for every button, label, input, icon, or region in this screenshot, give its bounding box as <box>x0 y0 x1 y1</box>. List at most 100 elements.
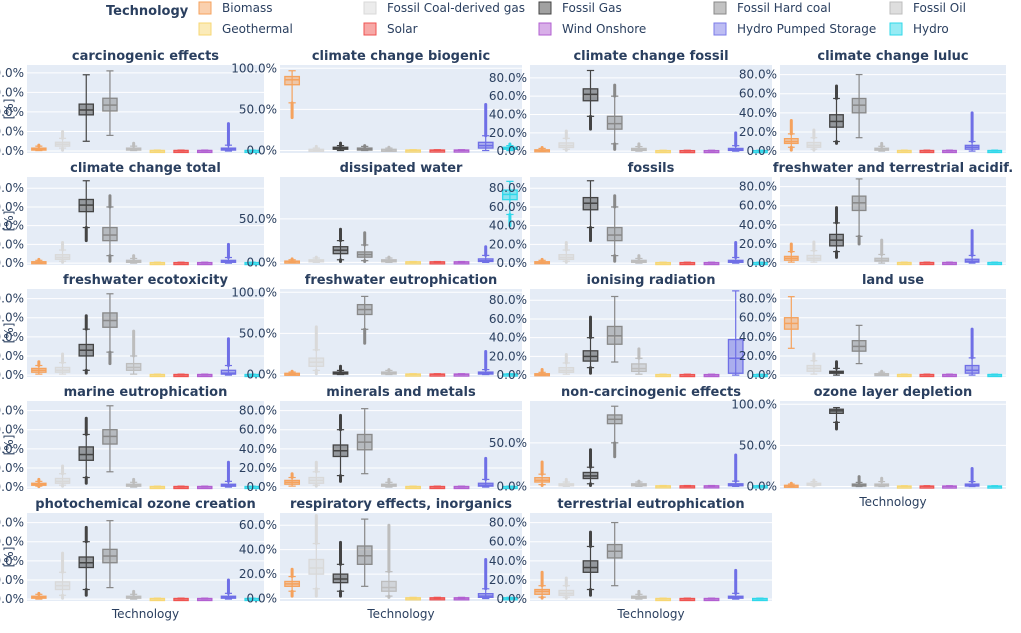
box-biomass[interactable] <box>783 296 799 349</box>
box-fossil-gas[interactable] <box>332 540 349 598</box>
box-geothermal[interactable] <box>405 485 422 490</box>
box-wind-onshore[interactable] <box>942 261 957 266</box>
box-geothermal[interactable] <box>896 261 912 266</box>
box-wind-onshore[interactable] <box>453 485 470 490</box>
box-hydro[interactable] <box>751 149 768 154</box>
box-hydro[interactable] <box>501 180 518 228</box>
box-hydro-pumped-storage[interactable] <box>220 578 237 600</box>
box-fossil-gas[interactable] <box>332 413 349 483</box>
box-geothermal[interactable] <box>655 149 672 154</box>
box-hydro-pumped-storage[interactable] <box>477 102 494 152</box>
box-hydro[interactable] <box>501 142 518 152</box>
box-wind-onshore[interactable] <box>703 373 720 378</box>
box-fossil-coal-derived-gas[interactable] <box>558 477 575 487</box>
box-fossil-gas[interactable] <box>78 416 95 485</box>
box-solar[interactable] <box>919 373 935 378</box>
box-fossil-coal-derived-gas[interactable] <box>558 241 575 264</box>
box-fossil-gas[interactable] <box>582 69 599 131</box>
box-hydro-pumped-storage[interactable] <box>964 229 980 264</box>
box-solar[interactable] <box>919 485 935 489</box>
box-fossil-hard-coal[interactable] <box>356 144 373 152</box>
box-wind-onshore[interactable] <box>196 261 213 266</box>
box-hydro-pumped-storage[interactable] <box>727 568 744 600</box>
box-biomass[interactable] <box>31 360 47 375</box>
box-hydro-pumped-storage[interactable] <box>477 350 494 376</box>
box-fossil-gas[interactable] <box>582 530 599 597</box>
box-wind-onshore[interactable] <box>942 149 957 154</box>
legend-item[interactable]: Fossil Gas <box>538 1 622 15</box>
box-fossil-oil[interactable] <box>630 589 647 600</box>
box-solar[interactable] <box>173 261 189 266</box>
box-fossil-hard-coal[interactable] <box>356 295 373 345</box>
box-wind-onshore[interactable] <box>703 149 720 154</box>
box-fossil-gas[interactable] <box>332 364 349 376</box>
box-hydro[interactable] <box>987 373 1003 378</box>
box-fossil-oil[interactable] <box>380 523 397 599</box>
box-fossil-coal-derived-gas[interactable] <box>308 460 325 488</box>
box-solar[interactable] <box>173 485 189 490</box>
box-fossil-coal-derived-gas[interactable] <box>308 325 325 376</box>
box-geothermal[interactable] <box>896 373 912 378</box>
box-biomass[interactable] <box>534 570 551 600</box>
box-wind-onshore[interactable] <box>196 149 213 154</box>
box-wind-onshore[interactable] <box>453 373 470 377</box>
box-fossil-coal-derived-gas[interactable] <box>806 240 822 263</box>
box-wind-onshore[interactable] <box>453 149 470 153</box>
box-geothermal[interactable] <box>405 260 422 265</box>
box-fossil-coal-derived-gas[interactable] <box>558 576 575 600</box>
box-fossil-gas[interactable] <box>582 315 599 375</box>
legend-item[interactable]: Fossil Oil <box>889 1 966 15</box>
box-hydro-pumped-storage[interactable] <box>964 111 980 152</box>
box-fossil-gas[interactable] <box>78 525 95 597</box>
legend-item[interactable]: Fossil Hard coal <box>713 1 831 15</box>
box-wind-onshore[interactable] <box>196 373 213 378</box>
box-biomass[interactable] <box>284 257 301 264</box>
box-hydro-pumped-storage[interactable] <box>727 131 744 152</box>
box-solar[interactable] <box>173 373 189 378</box>
box-fossil-hard-coal[interactable] <box>356 518 373 587</box>
box-fossil-coal-derived-gas[interactable] <box>308 255 325 263</box>
box-wind-onshore[interactable] <box>703 261 720 266</box>
box-solar[interactable] <box>429 373 446 377</box>
box-fossil-gas[interactable] <box>332 141 349 152</box>
box-fossil-oil[interactable] <box>630 347 647 375</box>
box-fossil-oil[interactable] <box>874 141 890 152</box>
box-hydro-pumped-storage[interactable] <box>477 245 494 263</box>
box-hydro[interactable] <box>244 373 260 378</box>
legend-item[interactable]: Fossil Coal-derived gas <box>363 1 525 15</box>
box-wind-onshore[interactable] <box>196 597 213 602</box>
box-fossil-gas[interactable] <box>582 448 599 488</box>
box-wind-onshore[interactable] <box>196 485 213 490</box>
box-geothermal[interactable] <box>655 261 672 266</box>
box-fossil-oil[interactable] <box>630 254 647 264</box>
box-fossil-hard-coal[interactable] <box>606 83 623 151</box>
box-fossil-oil[interactable] <box>874 238 890 264</box>
legend-item[interactable]: Geothermal <box>198 22 293 36</box>
box-wind-onshore[interactable] <box>453 260 470 265</box>
box-solar[interactable] <box>679 149 696 154</box>
box-solar[interactable] <box>173 149 189 154</box>
box-fossil-hard-coal[interactable] <box>356 231 373 264</box>
box-fossil-gas[interactable] <box>332 227 349 264</box>
box-hydro[interactable] <box>501 596 518 601</box>
box-hydro[interactable] <box>244 261 260 266</box>
box-solar[interactable] <box>919 149 935 154</box>
box-fossil-hard-coal[interactable] <box>851 178 867 246</box>
box-geothermal[interactable] <box>896 149 912 154</box>
box-geothermal[interactable] <box>149 597 166 602</box>
box-hydro[interactable] <box>987 149 1003 154</box>
box-biomass[interactable] <box>534 257 551 265</box>
legend-item[interactable]: Wind Onshore <box>538 22 646 36</box>
box-biomass[interactable] <box>31 257 47 265</box>
legend-item[interactable]: Solar <box>363 22 418 36</box>
box-wind-onshore[interactable] <box>942 373 957 378</box>
box-fossil-oil[interactable] <box>125 141 142 152</box>
box-fossil-hard-coal[interactable] <box>102 520 118 589</box>
box-solar[interactable] <box>429 149 446 153</box>
box-biomass[interactable] <box>534 368 551 377</box>
box-fossil-coal-derived-gas[interactable] <box>54 551 71 600</box>
box-geothermal[interactable] <box>149 373 166 378</box>
box-fossil-hard-coal[interactable] <box>102 194 118 263</box>
box-geothermal[interactable] <box>149 261 166 266</box>
box-geothermal[interactable] <box>896 485 912 489</box>
